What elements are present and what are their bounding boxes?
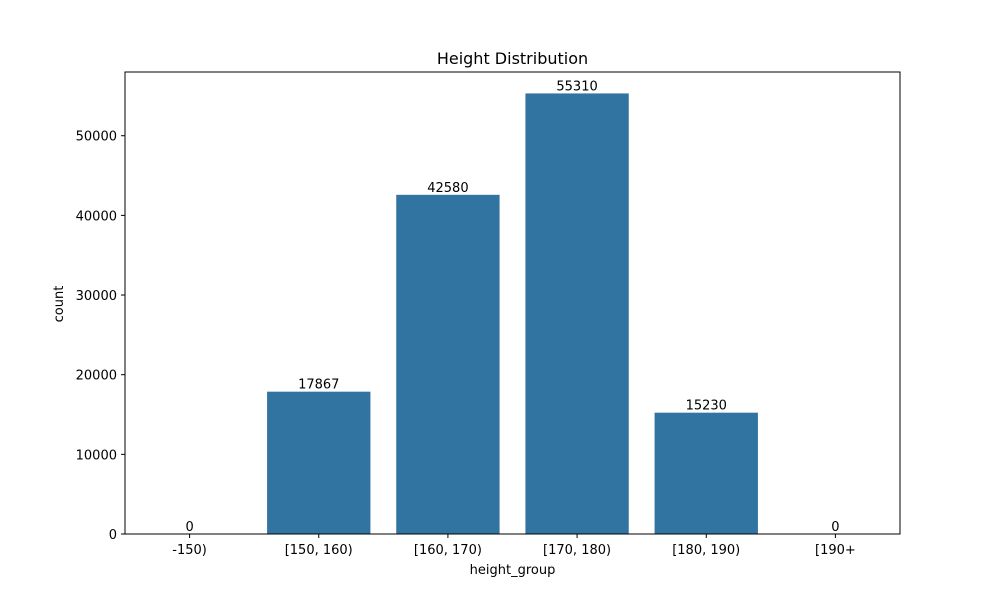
y-tick-label: 20000 — [76, 369, 117, 384]
y-tick-label: 40000 — [76, 209, 117, 224]
chart-title: Height Distribution — [437, 49, 588, 68]
x-tick-label: [180, 190) — [672, 543, 740, 558]
x-tick-label: [150, 160) — [285, 543, 353, 558]
y-tick-label: 30000 — [76, 289, 117, 304]
bar — [525, 93, 629, 534]
y-axis: 0 10000 20000 30000 40000 50000 — [76, 130, 125, 543]
bar — [396, 194, 500, 534]
data-label: 0 — [831, 520, 839, 535]
x-tick-label: -150) — [172, 543, 207, 558]
x-tick-label: [160, 170) — [414, 543, 482, 558]
x-tick-label: [190+ — [815, 543, 856, 558]
data-label: 42580 — [427, 181, 468, 196]
y-axis-label: count — [52, 286, 67, 323]
data-label: 0 — [185, 520, 193, 535]
plot-frame — [124, 71, 901, 535]
y-tick-label: 50000 — [76, 130, 117, 145]
bars-layer — [267, 93, 758, 534]
data-label: 17867 — [298, 378, 339, 393]
bar — [267, 391, 371, 534]
y-tick-label: 10000 — [76, 448, 117, 463]
y-tick-label: 0 — [109, 528, 117, 543]
x-tick-label: [170, 180) — [543, 543, 611, 558]
data-labels-layer: 0 17867 42580 55310 15230 0 — [185, 79, 839, 535]
x-axis: -150) [150, 160) [160, 170) [170, 180) [180,… — [172, 534, 856, 558]
bar — [654, 412, 758, 534]
data-label: 55310 — [556, 79, 597, 94]
data-label: 15230 — [686, 399, 727, 414]
x-axis-label: height_group — [470, 563, 556, 578]
